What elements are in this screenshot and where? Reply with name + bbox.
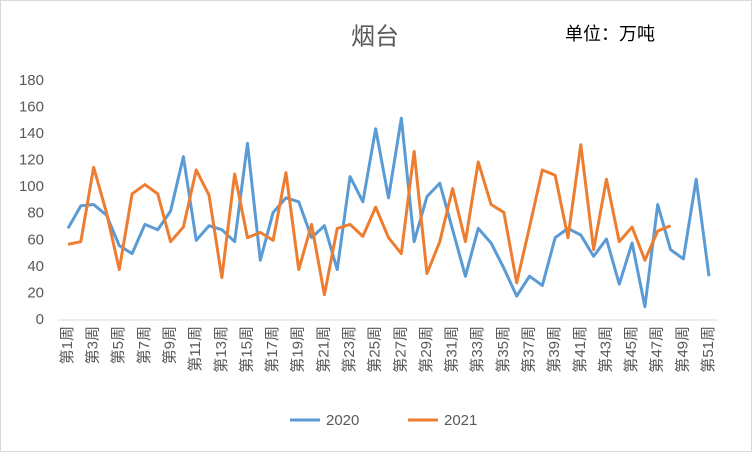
x-tick-label: 第21周 — [314, 326, 332, 373]
x-tick-label: 第37周 — [519, 326, 537, 373]
y-tick-label: 120 — [19, 152, 44, 169]
unit-label: 单位：万吨 — [565, 24, 655, 44]
legend-label: 2020 — [326, 412, 359, 429]
x-tick-label: 第49周 — [673, 326, 691, 373]
y-tick-label: 80 — [27, 205, 44, 222]
y-tick-label: 160 — [19, 99, 44, 116]
y-tick-label: 140 — [19, 125, 44, 142]
x-tick-label: 第15周 — [237, 326, 255, 373]
x-tick-label: 第17周 — [263, 326, 281, 373]
x-tick-label: 第51周 — [699, 326, 717, 373]
x-tick-label: 第5周 — [109, 326, 127, 364]
x-tick-label: 第9周 — [161, 326, 179, 364]
x-tick-label: 第23周 — [340, 326, 358, 373]
x-tick-label: 第29周 — [417, 326, 435, 373]
x-tick-label: 第7周 — [135, 326, 153, 364]
series-line — [67, 143, 672, 297]
x-tick-label: 第35周 — [494, 326, 512, 373]
x-tick-label: 第3周 — [84, 326, 102, 364]
x-tick-label: 第31周 — [443, 326, 461, 373]
legend-label: 2021 — [444, 412, 477, 429]
y-tick-label: 180 — [19, 72, 44, 89]
y-tick-label: 0 — [36, 311, 44, 328]
x-tick-label: 第33周 — [468, 326, 486, 373]
x-tick-label: 第47周 — [648, 326, 666, 373]
y-tick-label: 100 — [19, 178, 44, 195]
x-tick-label: 第43周 — [596, 326, 614, 373]
y-tick-label: 40 — [27, 258, 44, 275]
x-tick-label: 第25周 — [366, 326, 384, 373]
y-tick-label: 60 — [27, 231, 44, 248]
y-tick-label: 20 — [27, 284, 44, 301]
series-line — [66, 116, 711, 309]
x-tick-label: 第11周 — [186, 326, 204, 372]
x-tick-label: 第39周 — [545, 326, 563, 373]
x-tick-label: 第19周 — [289, 326, 307, 373]
x-tick-label: 第13周 — [212, 326, 230, 373]
x-tick-label: 第1周 — [58, 326, 76, 364]
x-tick-label: 第45周 — [622, 326, 640, 373]
x-tick-label: 第41周 — [571, 326, 589, 373]
chart-title: 烟台 — [351, 23, 399, 50]
x-tick-label: 第27周 — [391, 326, 409, 373]
